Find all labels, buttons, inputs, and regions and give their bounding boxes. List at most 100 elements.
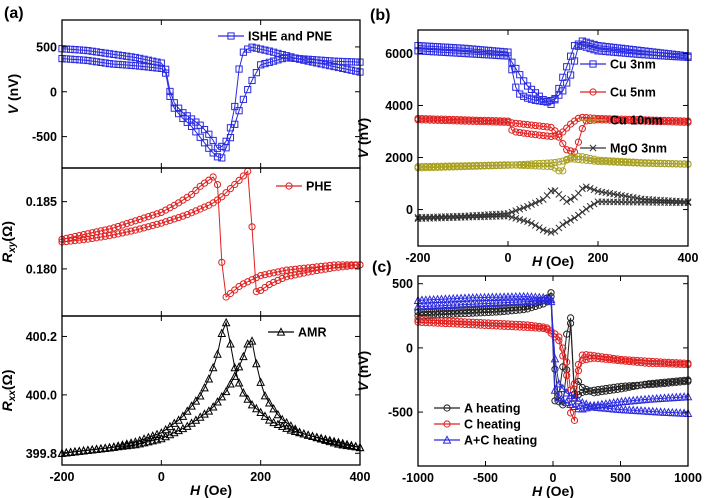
data-point: [492, 304, 500, 312]
data-point: [313, 266, 321, 275]
data-point: [625, 45, 633, 53]
data-point: [235, 107, 243, 115]
legend-label: A heating: [464, 402, 520, 416]
data-point: [676, 378, 684, 386]
data-point: [465, 117, 473, 125]
data-point: [196, 205, 204, 213]
data-point: [531, 121, 539, 130]
data-point: [422, 116, 430, 124]
data-point: [574, 360, 583, 369]
data-point: [79, 56, 88, 64]
data-point: [457, 310, 465, 318]
data-point: [433, 116, 442, 124]
data-point: [633, 117, 641, 125]
data-point: [175, 104, 183, 112]
data-point: [231, 120, 239, 128]
data-point: [101, 232, 109, 240]
data-point: [453, 317, 461, 326]
data-point: [629, 159, 637, 167]
data-point: [339, 57, 347, 66]
legend-marker: [589, 60, 597, 68]
data-point: [209, 136, 217, 145]
data-point: [535, 197, 543, 205]
data-point: [352, 67, 360, 75]
data-point: [554, 392, 564, 402]
data-point: [637, 159, 645, 167]
data-point: [308, 267, 317, 275]
data-point: [676, 118, 684, 126]
data-point: [278, 274, 286, 283]
data-point: [222, 293, 230, 301]
data-point: [547, 132, 555, 141]
x-tick-label: 400: [350, 470, 371, 484]
data-point: [578, 397, 587, 407]
panel-label: (c): [372, 259, 392, 276]
y-tick-label: 400.2: [26, 330, 57, 344]
data-point: [555, 167, 563, 175]
data-point: [469, 50, 477, 58]
data-point: [226, 379, 235, 388]
data-point: [437, 116, 446, 125]
data-point: [567, 155, 575, 163]
data-point: [170, 104, 178, 112]
data-point: [559, 344, 567, 352]
data-point: [437, 307, 446, 315]
data-point: [182, 406, 192, 415]
data-point: [586, 157, 594, 165]
panel-a3: 399.8 400.0 400.2 -200 0 200 400 Rxx(Ω) H (Oe) AM…: [0, 315, 371, 498]
data-point: [457, 318, 465, 326]
data-point: [477, 117, 485, 126]
data-point: [629, 46, 637, 54]
data-point: [334, 57, 343, 65]
data-point: [351, 442, 361, 451]
y-axis-label: Rxy(Ω): [0, 221, 18, 263]
data-point: [598, 385, 606, 393]
data-point: [187, 190, 196, 199]
data-point: [606, 384, 614, 392]
data-point: [586, 387, 594, 395]
data-point: [613, 355, 622, 363]
data-point: [461, 309, 469, 318]
data-point: [187, 401, 196, 410]
data-point: [326, 264, 334, 273]
data-point: [617, 116, 626, 125]
data-point: [105, 50, 114, 58]
data-point: [445, 317, 453, 325]
data-point: [484, 308, 493, 317]
data-point: [488, 118, 496, 126]
data-point: [535, 298, 543, 306]
data-point: [67, 237, 75, 245]
data-point: [469, 318, 477, 326]
data-point: [488, 47, 496, 55]
data-point: [574, 395, 583, 405]
series-line: [417, 119, 689, 153]
data-point: [270, 269, 278, 277]
data-point: [488, 51, 496, 59]
data-point: [496, 51, 504, 60]
data-point: [520, 92, 528, 100]
data-point: [256, 407, 265, 417]
data-point: [637, 117, 645, 125]
legend-label: Cu 5nm: [610, 86, 656, 100]
data-point: [461, 44, 469, 52]
legend-marker: [285, 182, 293, 190]
data-point: [520, 303, 528, 311]
data-point: [426, 42, 434, 50]
data-point: [418, 312, 426, 320]
data-point: [496, 304, 504, 312]
data-point: [613, 116, 622, 124]
data-point: [508, 119, 516, 127]
data-point: [516, 128, 524, 137]
data-point: [641, 359, 649, 367]
data-point: [578, 383, 586, 392]
data-point: [551, 158, 559, 167]
data-point: [330, 57, 338, 65]
series-line: [61, 57, 361, 159]
data-point: [477, 46, 485, 54]
series-line: [61, 176, 360, 298]
data-point: [461, 49, 469, 58]
data-point: [613, 44, 622, 52]
legend-marker: [589, 88, 597, 96]
data-point: [422, 42, 430, 50]
data-point: [256, 377, 265, 386]
